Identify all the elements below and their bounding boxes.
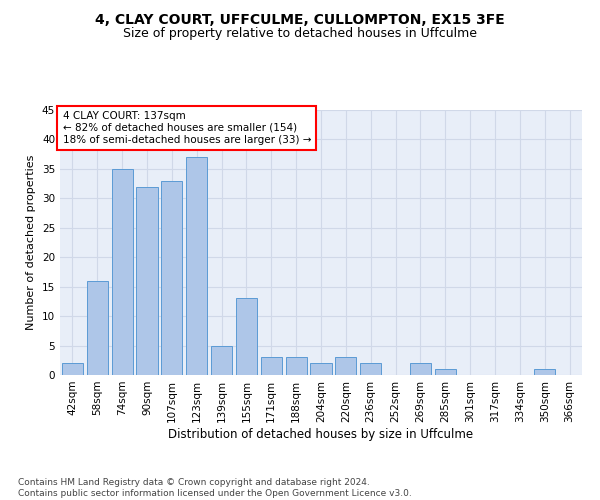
Bar (236, 298, 257, 375)
Bar (112, 169, 133, 375)
Bar (161, 180, 182, 375)
Bar (360, 363, 381, 375)
Bar (136, 186, 158, 375)
Bar (62, 363, 83, 375)
Bar (410, 363, 431, 375)
Bar (534, 369, 555, 375)
Bar (87, 281, 108, 375)
Text: 4 CLAY COURT: 137sqm
← 82% of detached houses are smaller (154)
18% of semi-deta: 4 CLAY COURT: 137sqm ← 82% of detached h… (62, 112, 311, 144)
Bar (335, 358, 356, 375)
Text: Size of property relative to detached houses in Uffculme: Size of property relative to detached ho… (123, 28, 477, 40)
Bar (186, 157, 207, 375)
Bar (435, 369, 456, 375)
Bar (286, 358, 307, 375)
Y-axis label: Number of detached properties: Number of detached properties (26, 155, 37, 330)
X-axis label: Distribution of detached houses by size in Uffculme: Distribution of detached houses by size … (169, 428, 473, 440)
Bar (310, 363, 332, 375)
Text: 4, CLAY COURT, UFFCULME, CULLOMPTON, EX15 3FE: 4, CLAY COURT, UFFCULME, CULLOMPTON, EX1… (95, 12, 505, 26)
Bar (211, 346, 232, 375)
Text: Contains HM Land Registry data © Crown copyright and database right 2024.
Contai: Contains HM Land Registry data © Crown c… (18, 478, 412, 498)
Bar (261, 358, 282, 375)
